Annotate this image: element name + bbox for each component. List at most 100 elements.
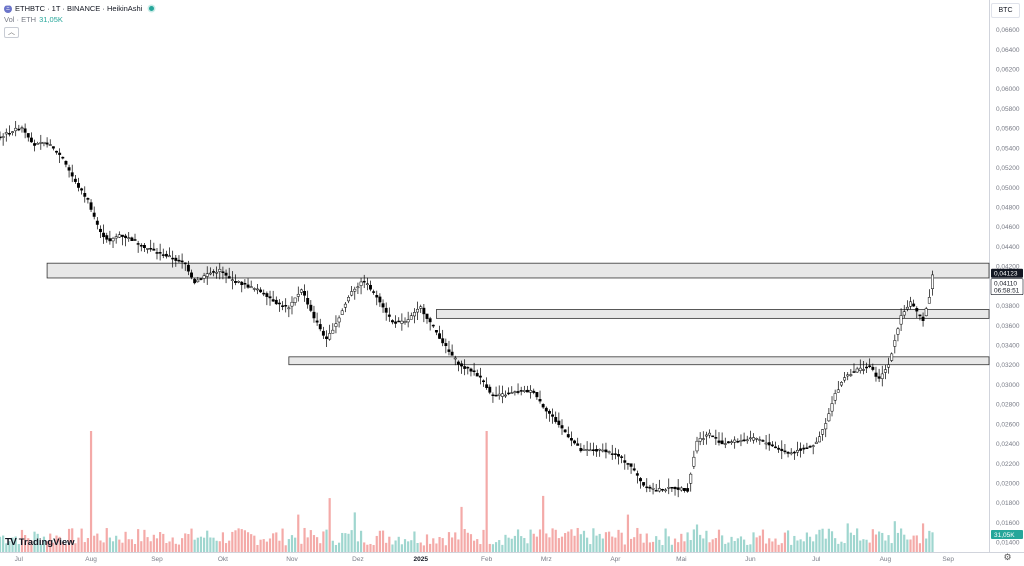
- volume-bar: [469, 534, 473, 552]
- volume-bar: [921, 523, 925, 552]
- candle-body: [268, 296, 272, 299]
- y-tick-label: 0,02400: [996, 441, 1020, 448]
- candle-body: [7, 132, 11, 135]
- volume-bar: [573, 535, 576, 552]
- candle-body: [874, 372, 878, 377]
- volume-bar: [695, 524, 699, 552]
- candle-body: [212, 271, 215, 273]
- candle-body: [155, 252, 159, 254]
- candle-body: [309, 304, 313, 311]
- candle-body: [460, 363, 463, 367]
- candle-body: [425, 313, 429, 319]
- volume-bar: [821, 528, 824, 552]
- volume-bar: [629, 538, 633, 552]
- volume-bar: [262, 539, 265, 552]
- candle-body: [394, 321, 398, 324]
- collapse-legend-button[interactable]: ︿: [4, 27, 19, 38]
- volume-bar: [196, 537, 199, 552]
- x-tick-label: Okt: [218, 556, 228, 563]
- volume-bar: [485, 431, 488, 552]
- volume-bar: [896, 532, 900, 552]
- volume-bar: [278, 540, 281, 552]
- candle-body: [403, 321, 407, 323]
- candle-body: [642, 482, 646, 486]
- candle-body: [723, 443, 727, 445]
- candle-body: [635, 473, 639, 476]
- candle-body: [33, 143, 36, 146]
- currency-button[interactable]: BTC: [991, 3, 1020, 18]
- volume-bar: [272, 533, 275, 552]
- candle-body: [708, 432, 712, 436]
- volume-bar: [837, 543, 840, 552]
- candle-body: [86, 198, 90, 200]
- candle-body: [20, 127, 24, 129]
- candle-body: [796, 449, 799, 453]
- candle-body: [343, 303, 347, 308]
- volume-bar: [108, 537, 111, 552]
- candle-body: [482, 380, 485, 383]
- volume-bar: [356, 541, 360, 552]
- candle-body: [36, 143, 40, 145]
- candle-body: [277, 302, 281, 305]
- volume-bar: [149, 541, 152, 552]
- candle-body: [256, 288, 259, 291]
- candle-body: [130, 237, 134, 241]
- candle-body: [312, 311, 316, 319]
- candle-body: [318, 324, 322, 330]
- chart-legend: Ξ ETHBTC · 1T · BINANCE · HeikinAshi: [4, 4, 155, 13]
- volume-bar: [96, 533, 99, 552]
- candle-body: [488, 386, 492, 393]
- candle-body: [105, 235, 109, 240]
- candle-body: [758, 439, 762, 441]
- volume-bar: [491, 544, 495, 552]
- candle-body: [478, 375, 482, 378]
- volume-bar: [677, 542, 680, 552]
- candle-body: [582, 448, 586, 451]
- volume-bar: [931, 532, 934, 552]
- candle-body: [102, 232, 106, 238]
- candle-body: [120, 234, 124, 237]
- candle-body: [271, 299, 275, 302]
- volume-bar: [749, 544, 752, 552]
- support-resistance-zone: [288, 356, 990, 366]
- candle-body: [180, 260, 184, 263]
- candle-body: [770, 444, 774, 447]
- gear-icon[interactable]: ⚙: [1003, 552, 1012, 562]
- candle-body: [657, 488, 661, 492]
- volume-bar: [805, 532, 808, 552]
- candle-body: [416, 308, 420, 313]
- candle-body: [667, 486, 671, 489]
- candle-body: [639, 478, 642, 482]
- candle-body: [152, 248, 156, 251]
- candle-body: [456, 361, 460, 365]
- volume-bar: [265, 541, 268, 552]
- volume-bar: [300, 543, 303, 552]
- volume-bar: [498, 540, 501, 552]
- volume-bar: [673, 538, 677, 552]
- current-price-label-bg: [990, 278, 1024, 296]
- volume-bar: [507, 537, 510, 552]
- candle-body: [610, 453, 614, 455]
- volume-bar: [246, 532, 250, 552]
- candle-body: [755, 438, 759, 440]
- candle-body: [808, 446, 812, 448]
- candle-body: [569, 438, 573, 441]
- volume-bar: [642, 542, 645, 552]
- candle-body: [284, 305, 288, 307]
- candle-body: [359, 281, 363, 286]
- candle-body: [896, 328, 900, 335]
- candle-body: [704, 434, 708, 437]
- volume-bar: [903, 534, 906, 552]
- candle-body: [55, 150, 58, 153]
- candle-body: [645, 486, 649, 489]
- y-tick-label: 0,01400: [996, 540, 1020, 547]
- volume-bar: [601, 538, 604, 552]
- candle-body: [526, 389, 529, 393]
- volume-bar: [686, 532, 689, 552]
- symbol-title[interactable]: ETHBTC · 1T · BINANCE · HeikinAshi: [15, 4, 143, 13]
- volume-bar: [623, 544, 626, 552]
- candle-body: [861, 369, 865, 371]
- volume-bar: [372, 545, 375, 552]
- y-tick-label: 0,06200: [996, 67, 1020, 74]
